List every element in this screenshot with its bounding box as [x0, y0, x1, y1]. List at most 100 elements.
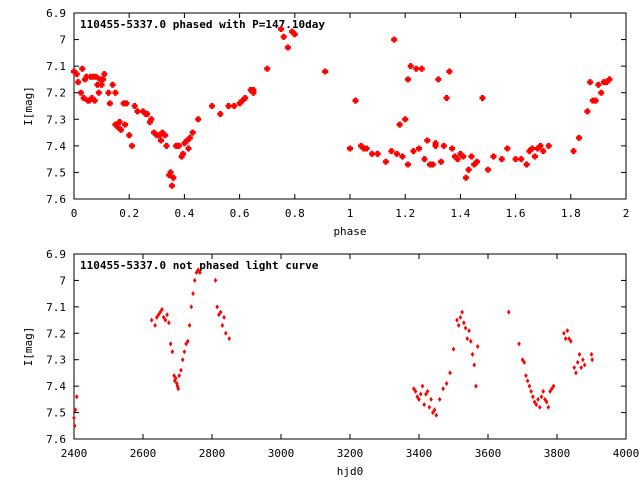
data-point — [291, 31, 298, 38]
data-point — [155, 314, 159, 320]
x-tick-label: 1.8 — [561, 207, 581, 220]
data-point — [479, 95, 486, 102]
data-point — [189, 304, 194, 310]
data-point — [413, 388, 418, 394]
x-tick-label: 1.4 — [450, 207, 470, 220]
data-point — [98, 81, 105, 88]
y-tick-label: 7.3 — [46, 113, 66, 126]
data-point — [382, 158, 389, 165]
data-point — [165, 312, 169, 318]
data-point — [215, 304, 219, 310]
data-point — [250, 89, 257, 96]
data-point — [264, 65, 271, 72]
data-point — [161, 314, 166, 320]
data-point — [122, 121, 129, 128]
data-point — [424, 391, 428, 397]
data-point — [101, 71, 108, 78]
chart-title: 110455-5337.0 not phased light curve — [80, 259, 319, 272]
data-point — [284, 44, 291, 51]
data-point — [532, 399, 537, 405]
data-point — [404, 161, 411, 168]
data-point — [420, 383, 425, 389]
data-point — [444, 381, 449, 386]
data-point — [467, 328, 471, 334]
data-point — [468, 153, 475, 160]
data-point — [220, 322, 225, 328]
data-point — [485, 166, 491, 173]
data-point — [158, 309, 163, 315]
data-point — [213, 277, 218, 283]
data-point — [498, 156, 505, 163]
x-tick-label: 1.6 — [506, 207, 526, 220]
chart-title: 110455-5337.0 phased with P=147.10day — [80, 18, 325, 31]
data-point — [425, 388, 430, 394]
data-point — [196, 267, 200, 273]
data-point — [93, 73, 100, 80]
y-tick-label: 7 — [59, 274, 66, 287]
data-point — [429, 396, 433, 402]
data-series — [71, 25, 613, 189]
data-point — [73, 407, 78, 413]
data-point — [523, 161, 530, 168]
data-point — [157, 137, 164, 144]
data-point — [148, 116, 155, 123]
data-point — [451, 346, 456, 352]
data-point — [543, 396, 547, 402]
data-point — [126, 132, 133, 139]
data-point — [415, 394, 420, 400]
data-point — [80, 95, 87, 102]
data-point — [531, 394, 535, 400]
data-point — [537, 142, 544, 149]
data-point — [352, 97, 359, 104]
x-tick-label: 0.8 — [285, 207, 305, 220]
data-point — [525, 378, 530, 384]
data-point — [432, 407, 437, 413]
data-point — [490, 153, 497, 160]
y-tick-label: 7.6 — [46, 433, 66, 446]
data-point — [540, 148, 547, 155]
data-point — [163, 142, 170, 149]
y-tick-label: 7.2 — [46, 87, 66, 100]
data-point — [567, 336, 571, 342]
y-tick-label: 7.1 — [46, 301, 66, 314]
data-point — [149, 317, 154, 323]
x-axis-label: phase — [333, 225, 366, 238]
data-point — [579, 365, 583, 371]
data-point — [587, 79, 594, 86]
data-point — [518, 156, 525, 163]
data-point — [117, 126, 124, 133]
data-point — [217, 110, 224, 117]
data-point — [391, 36, 398, 43]
data-point — [75, 79, 82, 86]
data-point — [569, 338, 573, 344]
data-point — [175, 142, 182, 149]
x-tick-label: 3800 — [544, 447, 571, 460]
data-point — [412, 386, 416, 392]
data-point — [474, 383, 478, 389]
data-point — [427, 404, 432, 410]
data-point — [168, 341, 173, 347]
data-point — [470, 351, 475, 357]
data-point — [441, 386, 445, 392]
data-point — [72, 415, 76, 421]
data-point — [388, 148, 395, 155]
data-point — [173, 375, 178, 381]
data-point — [128, 142, 135, 149]
data-point — [529, 145, 536, 152]
data-point — [541, 388, 545, 394]
data-point — [529, 388, 533, 394]
data-point — [520, 357, 525, 363]
data-point — [198, 270, 202, 275]
data-point — [448, 370, 452, 376]
data-point — [170, 349, 175, 355]
data-point — [369, 150, 376, 157]
x-tick-label: 3200 — [337, 447, 364, 460]
data-point — [506, 309, 511, 315]
data-point — [231, 103, 238, 109]
data-point — [278, 25, 284, 32]
data-point — [435, 76, 442, 83]
data-point — [574, 370, 578, 376]
data-point — [280, 33, 287, 40]
data-point — [446, 68, 453, 75]
data-point — [167, 320, 171, 326]
